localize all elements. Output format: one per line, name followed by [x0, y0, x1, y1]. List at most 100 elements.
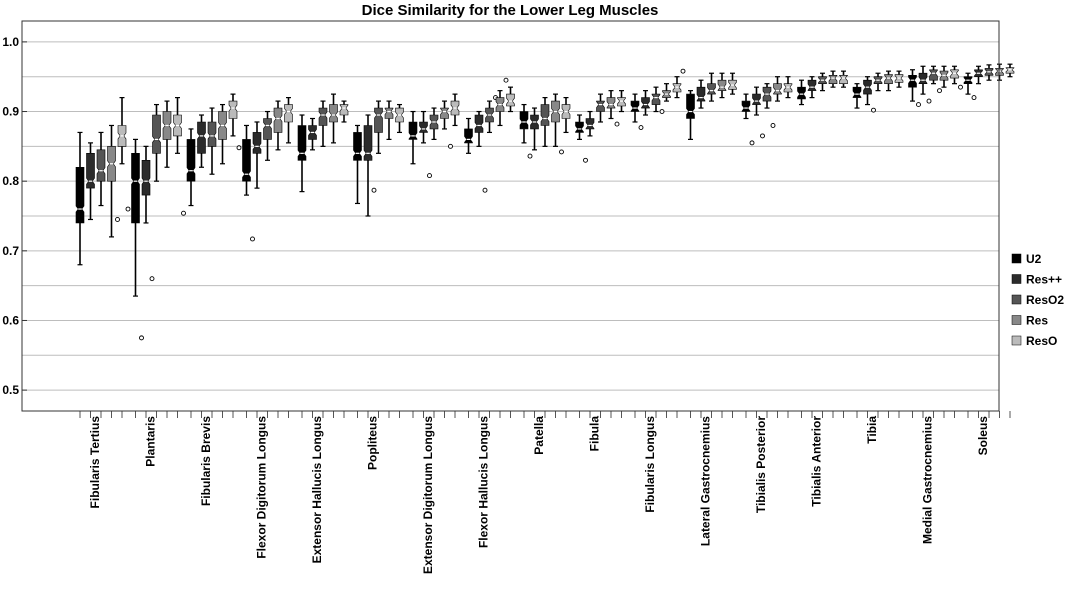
outlier-point — [125, 206, 131, 212]
y-tick-label: 0.7 — [2, 244, 19, 258]
box-body — [741, 100, 751, 112]
outlier-point — [139, 335, 144, 341]
x-category-label: Patella — [532, 416, 546, 455]
box-body — [252, 132, 262, 154]
x-category-label: Medial Gastrocnemius — [921, 416, 935, 544]
box-body — [696, 86, 706, 102]
x-category-label: Extensor Digitorum Longus — [421, 416, 435, 574]
box-body — [152, 114, 161, 154]
outlier-point — [559, 149, 564, 155]
box-body — [807, 79, 817, 91]
outlier-point — [614, 121, 620, 127]
outlier-point — [115, 217, 120, 222]
legend-swatch — [1011, 294, 1022, 305]
box-body — [596, 100, 605, 112]
legend-label: Res — [1026, 314, 1048, 328]
box-body — [197, 121, 206, 154]
legend-label: ResO — [1026, 334, 1057, 348]
box-body — [363, 125, 373, 161]
box-body — [263, 118, 272, 140]
box-body — [585, 118, 595, 130]
box-body — [318, 107, 328, 126]
y-axis-ticks: 1.0 0.9 0.8 0.7 0.6 0.5 — [2, 35, 27, 397]
legend-swatch — [1011, 335, 1022, 346]
x-category-label: Plantaris — [144, 416, 158, 467]
box-body — [242, 139, 251, 182]
chart-title: Dice Similarity for the Lower Leg Muscle… — [362, 2, 659, 19]
outlier-point — [427, 173, 432, 179]
x-axis-category-labels: Fibularis Tertius Plantaris Fibularis Brev… — [88, 416, 990, 574]
box-body — [506, 93, 515, 107]
box-body — [131, 153, 140, 224]
outlier-point — [638, 125, 644, 131]
y-tick-label: 0.8 — [2, 174, 19, 188]
outlier-point — [916, 102, 921, 108]
box-body — [440, 107, 449, 119]
plot-frame — [21, 20, 1000, 412]
outlier-point — [149, 276, 155, 282]
box-body — [828, 75, 838, 84]
box-body — [284, 104, 293, 123]
box-body — [408, 121, 418, 140]
y-tick-label: 0.5 — [2, 383, 19, 397]
box-body — [838, 75, 849, 84]
outlier-point — [181, 210, 186, 216]
box-body — [96, 149, 106, 182]
box-body — [617, 97, 626, 107]
x-category-label: Fibularis Brevis — [199, 416, 213, 506]
outlier-point — [583, 157, 588, 163]
x-category-label: Flexor Digitorum Longus — [255, 416, 269, 559]
legend-swatch — [1011, 253, 1022, 264]
outlier-point — [749, 140, 755, 146]
legend: U2 Res++ ResO2 Res ResO — [1011, 252, 1064, 348]
box-body — [752, 93, 761, 105]
box-body — [86, 153, 95, 189]
box-body — [186, 139, 196, 182]
outlier-point — [482, 187, 488, 193]
box-body — [273, 107, 283, 133]
box-body — [950, 69, 959, 79]
box-body — [717, 79, 727, 91]
box-body — [918, 72, 928, 84]
outlier-point — [527, 153, 533, 159]
legend-label: Res++ — [1026, 273, 1062, 287]
box-body — [540, 104, 550, 126]
x-category-label: Flexor Hallucis Longus — [477, 416, 491, 548]
box-body — [474, 114, 484, 133]
y-tick-label: 1.0 — [2, 35, 19, 49]
box-body — [1005, 67, 1015, 74]
x-category-label: Extensor Hallucis Longus — [310, 416, 324, 564]
outlier-point — [371, 187, 377, 193]
box-body — [519, 111, 529, 130]
outlier-point — [680, 68, 686, 74]
box-body — [672, 83, 682, 93]
outlier-point — [871, 107, 876, 113]
box-body — [651, 93, 661, 105]
x-category-label: Lateral Gastrocnemius — [699, 416, 713, 546]
box-body — [773, 83, 782, 95]
outlier-point — [503, 77, 509, 83]
box-series — [75, 63, 1015, 341]
x-axis-tick-marks — [79, 411, 1011, 418]
box-body — [630, 100, 640, 112]
box-body — [929, 69, 938, 81]
x-category-label: Fibularis Longus — [643, 416, 657, 513]
box-body — [419, 121, 428, 133]
box-body — [339, 104, 349, 116]
y-tick-label: 0.9 — [2, 105, 19, 119]
outlier-point — [659, 109, 665, 114]
box-body — [686, 93, 695, 119]
box-body — [75, 167, 85, 224]
y-tick-label: 0.6 — [2, 313, 19, 327]
box-body — [908, 75, 917, 88]
box-body — [606, 97, 616, 109]
x-category-label: Tibialis Posterior — [754, 416, 768, 513]
box-body — [374, 107, 383, 133]
legend-label: U2 — [1026, 252, 1042, 266]
outlier-point — [448, 143, 453, 149]
box-body — [641, 97, 650, 109]
legend-label: ResO2 — [1026, 293, 1064, 307]
box-body — [297, 125, 307, 161]
